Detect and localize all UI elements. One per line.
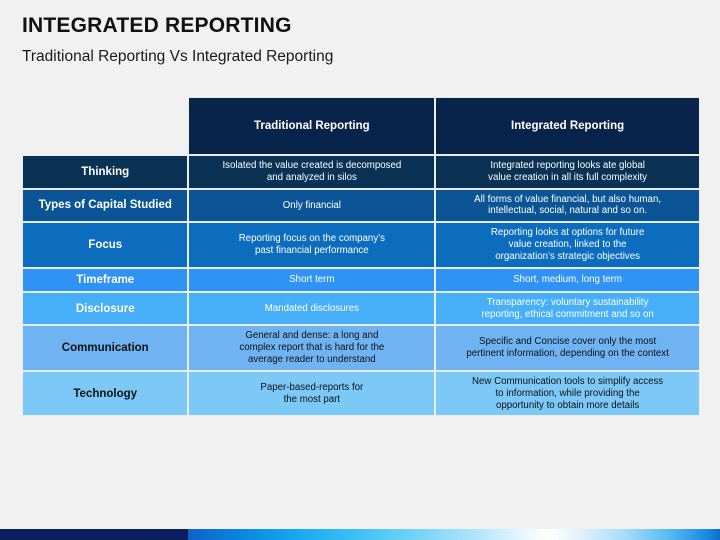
table-row: Thinking Isolated the value created is de…: [22, 155, 700, 189]
cell-line: All forms of value financial, but also h…: [474, 193, 662, 205]
cell-traditional-timeframe: Short term: [188, 267, 436, 292]
cell-line: and analyzed in silos: [266, 171, 357, 183]
page-subtitle: Traditional Reporting Vs Integrated Repo…: [22, 48, 334, 65]
cell-traditional-types-of-capital-studied: Only financial: [188, 188, 436, 223]
cell-line: Isolated the value created is decomposed: [222, 160, 402, 171]
row-label-communication: Communication: [22, 325, 189, 371]
row-label-thinking: Thinking: [22, 155, 189, 189]
cell-line: Reporting focus on the company’s: [238, 233, 385, 245]
cell-traditional-thinking: Isolated the value created is decomposed…: [188, 155, 436, 189]
column-header-traditional-reporting: Traditional Reporting: [188, 97, 436, 155]
cell-line: Transparency: voluntary sustainability: [486, 296, 649, 308]
cell-integrated-communication: Specific and Concise cover only the most…: [435, 325, 700, 371]
bottom-bar-gradient-segment: [188, 529, 720, 540]
comparison-table: Traditional Reporting Integrated Reporti…: [22, 97, 700, 417]
row-label-focus: Focus: [22, 222, 189, 268]
cell-traditional-communication: General and dense: a long and complex rep…: [188, 325, 436, 371]
table-row: Focus Reporting focus on the company’s pas…: [22, 222, 700, 268]
cell-line: Only financial: [282, 199, 341, 211]
table-header-row: Traditional Reporting Integrated Reporti…: [22, 97, 700, 155]
cell-traditional-focus: Reporting focus on the company’s past fin…: [188, 222, 436, 268]
cell-line: value creation, linked to the: [508, 239, 627, 251]
cell-line: pertinent information, depending on the …: [466, 348, 669, 360]
cell-line: Specific and Concise cover only the most: [479, 336, 657, 348]
table-row: Technology Paper-based-reports for the mos…: [22, 370, 700, 417]
cell-line: organization’s strategic objectives: [495, 250, 640, 262]
cell-integrated-timeframe: Short, medium, long term: [435, 267, 700, 292]
cell-line: to information, while providing the: [495, 387, 640, 399]
cell-line: past financial performance: [255, 245, 369, 257]
cell-line: Short, medium, long term: [513, 273, 622, 285]
cell-traditional-technology: Paper-based-reports for the most part: [188, 370, 436, 417]
cell-integrated-focus: Reporting looks at options for future val…: [435, 222, 700, 268]
row-label-types-of-capital-studied: Types of Capital Studied: [22, 188, 189, 223]
cell-line: average reader to understand: [248, 354, 376, 366]
row-label-timeframe: Timeframe: [22, 267, 189, 292]
bottom-bar-navy-segment: [0, 529, 188, 540]
cell-line: reporting, ethical commitment and so on: [481, 308, 654, 320]
header-corner-spacer: [22, 97, 189, 155]
cell-line: General and dense: a long and: [245, 330, 379, 342]
cell-line: the most part: [283, 393, 341, 405]
table-row: Types of Capital Studied Only financial Al…: [22, 188, 700, 223]
row-label-disclosure: Disclosure: [22, 291, 189, 326]
cell-line: New Communication tools to simplify acce…: [472, 375, 664, 387]
cell-line: complex report that is hard for the: [239, 342, 385, 354]
cell-traditional-disclosure: Mandated disclosures: [188, 291, 436, 326]
bottom-accent-bar: [0, 529, 720, 540]
cell-line: opportunity to obtain more details: [495, 399, 640, 411]
cell-line: Reporting looks at options for future: [490, 227, 645, 239]
table-row: Disclosure Mandated disclosures Transparen…: [22, 291, 700, 326]
cell-line: Mandated disclosures: [264, 302, 359, 314]
table-row: Timeframe Short term Short, medium, long t…: [22, 267, 700, 292]
cell-line: Paper-based-reports for: [260, 381, 364, 393]
row-label-technology: Technology: [22, 370, 189, 417]
cell-integrated-types-of-capital-studied: All forms of value financial, but also h…: [435, 188, 700, 223]
cell-integrated-technology: New Communication tools to simplify acce…: [435, 370, 700, 417]
cell-line: Integrated reporting looks ate global: [490, 160, 645, 171]
cell-line: value creation in all its full complexit…: [488, 171, 648, 183]
table-body: Traditional Reporting Integrated Reporti…: [22, 97, 700, 417]
page-title: INTEGRATED REPORTING: [22, 14, 292, 37]
cell-line: Short term: [289, 273, 335, 285]
cell-line: intellectual, social, natural and so on.: [488, 205, 648, 217]
column-header-integrated-reporting: Integrated Reporting: [435, 97, 700, 155]
table-row: Communication General and dense: a long a…: [22, 325, 700, 371]
cell-integrated-thinking: Integrated reporting looks ate global val…: [435, 155, 700, 189]
cell-integrated-disclosure: Transparency: voluntary sustainability re…: [435, 291, 700, 326]
